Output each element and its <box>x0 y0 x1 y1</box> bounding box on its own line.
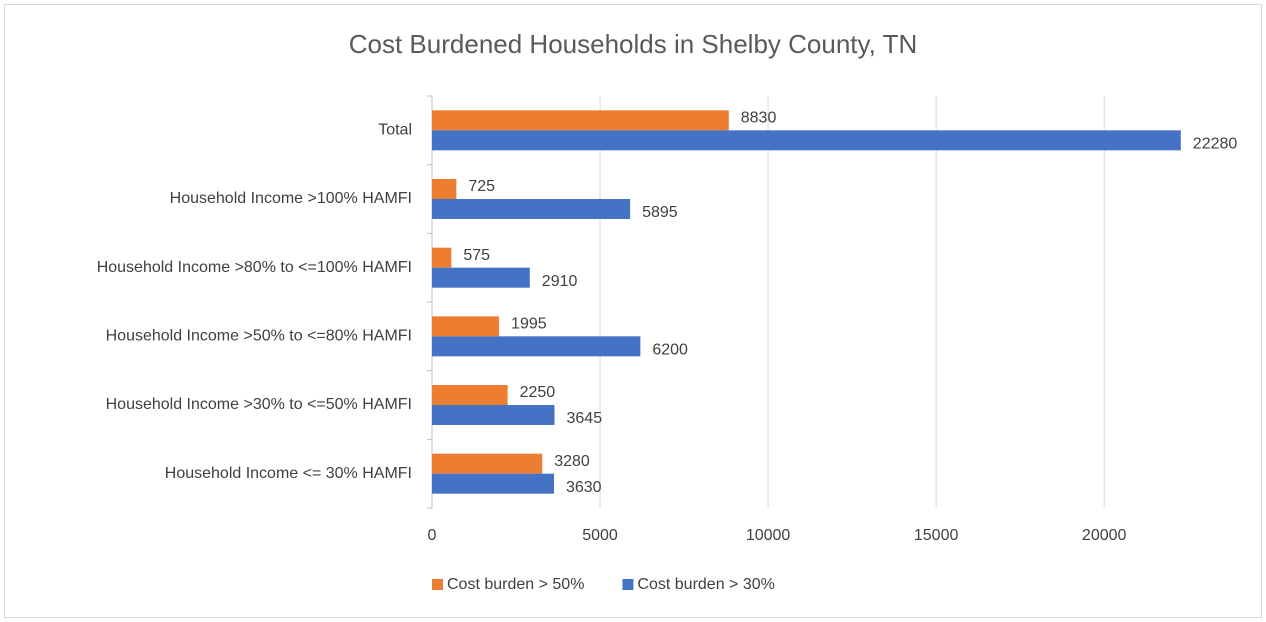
legend-label: Cost burden > 50% <box>447 576 584 593</box>
data-label: 725 <box>468 178 495 195</box>
legend-swatch <box>622 579 634 590</box>
y-tick-label: Household Income >30% to <=50% HAMFI <box>106 396 412 413</box>
data-label: 5895 <box>642 204 678 221</box>
y-tick-label: Household Income <= 30% HAMFI <box>165 465 412 482</box>
x-tick-label: 5000 <box>582 527 618 544</box>
bar <box>432 316 500 337</box>
bar <box>432 110 729 131</box>
x-tick-label: 0 <box>428 527 437 544</box>
legend-label: Cost burden > 30% <box>637 576 774 593</box>
data-label: 2910 <box>542 273 578 290</box>
x-tick-label: 15000 <box>914 527 959 544</box>
y-tick-label: Total <box>378 122 412 139</box>
chart-border <box>4 4 1262 618</box>
y-tick-label: Household Income >50% to <=80% HAMFI <box>106 328 412 345</box>
data-label: 8830 <box>741 110 777 127</box>
data-label: 3630 <box>566 479 602 496</box>
chart-title: Cost Burdened Households in Shelby Count… <box>349 29 917 59</box>
bar <box>432 453 543 474</box>
y-tick-label: Household Income >80% to <=100% HAMFI <box>97 259 412 276</box>
data-label: 3645 <box>567 410 603 427</box>
bar <box>432 473 554 494</box>
legend-swatch <box>432 579 443 590</box>
bar <box>432 405 555 425</box>
data-label: 1995 <box>511 316 547 333</box>
y-tick-label: Household Income >100% HAMFI <box>170 190 412 207</box>
x-tick-label: 10000 <box>746 527 791 544</box>
data-label: 6200 <box>652 342 688 359</box>
bar <box>432 385 508 405</box>
data-label: 2250 <box>520 384 556 401</box>
data-label: 22280 <box>1193 136 1238 153</box>
bar <box>432 199 631 219</box>
data-label: 3280 <box>554 453 590 470</box>
bar <box>432 336 641 357</box>
bar <box>432 267 530 288</box>
x-tick-label: 20000 <box>1082 527 1127 544</box>
bar <box>432 247 452 268</box>
bar <box>432 130 1181 151</box>
bar <box>432 179 457 199</box>
data-label: 575 <box>463 247 490 264</box>
